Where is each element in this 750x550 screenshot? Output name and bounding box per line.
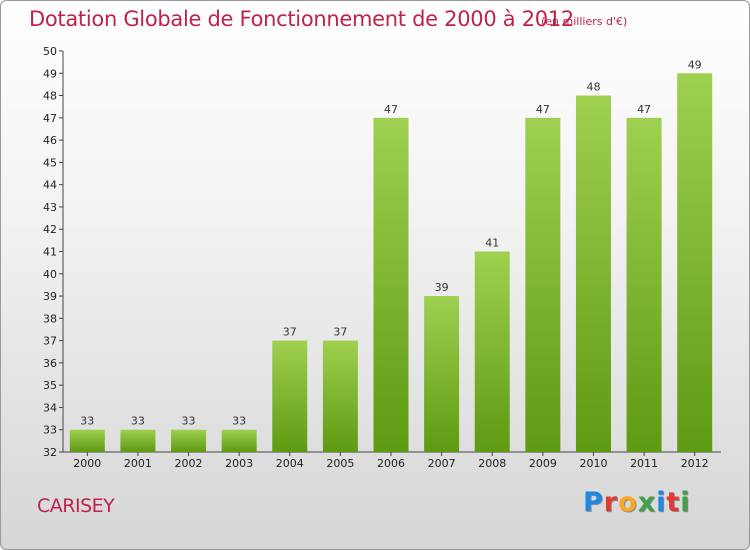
bar-2001	[120, 429, 156, 452]
x-tick-label: 2012	[681, 457, 709, 470]
x-tick-label: 2008	[478, 457, 506, 470]
bar-2008	[474, 251, 510, 452]
logo-letter: r	[603, 487, 619, 518]
x-tick-label: 2005	[326, 457, 354, 470]
bar-2003	[221, 429, 257, 452]
bar-2006	[373, 117, 409, 452]
x-tick-label: 2002	[175, 457, 203, 470]
bar-value-label: 47	[384, 103, 398, 116]
bar-2009	[525, 117, 561, 452]
bar-2004	[272, 340, 308, 452]
logo-letter: t	[666, 487, 681, 518]
y-tick-label: 41	[43, 246, 57, 259]
x-tick-label: 2007	[428, 457, 456, 470]
bar-2010	[575, 95, 611, 453]
logo-letter: o	[618, 487, 638, 518]
chart-unit: (en milliers d'€)	[541, 15, 628, 28]
y-tick-label: 50	[43, 45, 57, 58]
bars: 33 33 33 33 37 37 47 39 41 47 48 47 49	[69, 58, 713, 453]
x-tick-label: 2003	[225, 457, 253, 470]
bar-2002	[171, 429, 207, 452]
bar-value-label: 48	[586, 81, 600, 94]
proxiti-logo: Proxiti	[583, 487, 691, 518]
y-tick-label: 39	[43, 290, 57, 303]
chart-title: Dotation Globale de Fonctionnement de 20…	[29, 7, 574, 31]
x-tick-label: 2009	[529, 457, 557, 470]
bar-value-label: 33	[131, 415, 145, 428]
bar-value-label: 47	[637, 103, 651, 116]
y-tick-label: 38	[43, 312, 57, 325]
y-tick-label: 33	[43, 424, 57, 437]
bar-2005	[322, 340, 358, 452]
bar-value-label: 49	[688, 58, 702, 71]
y-tick-label: 34	[43, 401, 57, 414]
bar-value-label: 37	[333, 326, 347, 339]
y-tick-label: 47	[43, 112, 57, 125]
axes: 32 33 34 35 36 37 38 39 40 41 42 43 44 45 46 47 48 49 50 20…	[43, 45, 721, 470]
x-tick-label: 2010	[579, 457, 607, 470]
logo-letter: i	[680, 487, 691, 518]
x-tick-label: 2006	[377, 457, 405, 470]
y-tick-label: 32	[43, 446, 57, 459]
bar-2012	[677, 73, 713, 453]
logo-letter: i	[656, 487, 667, 518]
y-tick-label: 46	[43, 134, 57, 147]
y-tick-label: 42	[43, 223, 57, 236]
x-tick-label: 2000	[73, 457, 101, 470]
bar-2000	[69, 429, 105, 452]
commune-name: CARISEY	[37, 495, 115, 517]
y-tick-label: 48	[43, 90, 57, 103]
y-tick-label: 44	[43, 179, 57, 192]
y-tick-label: 37	[43, 335, 57, 348]
bar-2007	[424, 296, 460, 452]
x-tick-label: 2001	[124, 457, 152, 470]
bar-2011	[626, 117, 662, 452]
bar-value-label: 41	[485, 237, 499, 250]
bar-value-label: 47	[536, 103, 550, 116]
y-tick-label: 45	[43, 156, 57, 169]
x-tick-label: 2004	[276, 457, 304, 470]
logo-letter: x	[637, 487, 657, 518]
bar-value-label: 33	[182, 415, 196, 428]
y-tick-label: 36	[43, 357, 57, 370]
bar-value-label: 39	[435, 281, 449, 294]
y-tick-label: 40	[43, 268, 57, 281]
bar-value-label: 33	[80, 415, 94, 428]
y-tick-label: 49	[43, 67, 57, 80]
logo-letter: P	[583, 487, 604, 518]
bar-value-label: 33	[232, 415, 246, 428]
bar-value-label: 37	[283, 326, 297, 339]
x-tick-label: 2011	[630, 457, 658, 470]
y-tick-label: 43	[43, 201, 57, 214]
y-tick-label: 35	[43, 379, 57, 392]
